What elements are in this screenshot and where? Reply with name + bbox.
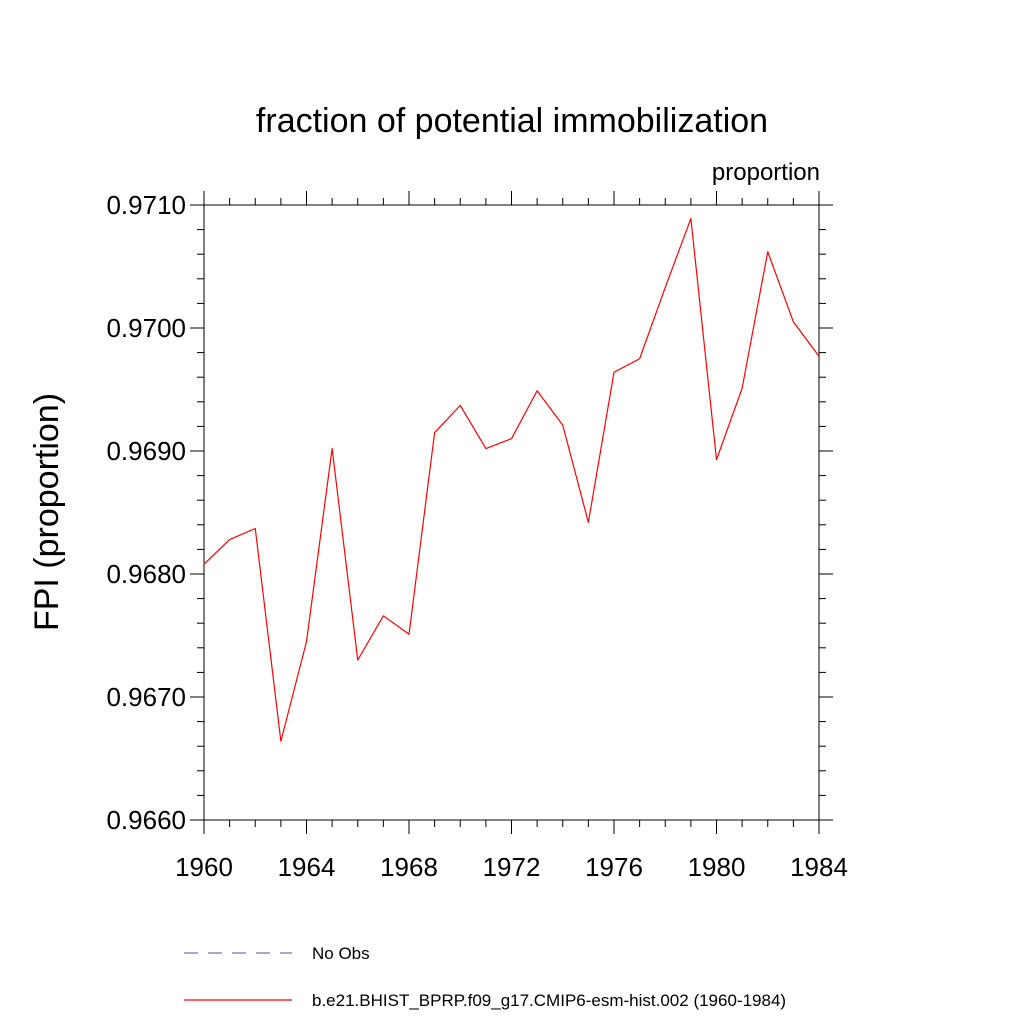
series-line [203,217,820,742]
legend: No Obs b.e21.BHIST_BPRP.f09_g17.CMIP6-esm… [184,944,786,1010]
x-tick-label: 1964 [278,852,336,882]
y-tick-label: 0.9710 [106,190,186,220]
legend-label: b.e21.BHIST_BPRP.f09_g17.CMIP6-esm-hist.… [312,991,786,1010]
x-tick-label: 1984 [790,852,848,882]
y-tick-label: 0.9670 [106,682,186,712]
chart-title: fraction of potential immobilization [256,102,768,140]
y-tick-label: 0.9680 [106,559,186,589]
axis-tick-labels: 1960 1964 1968 1972 1976 1980 1984 0.9660 0.9670… [106,190,847,882]
x-tick-label: 1960 [175,852,233,882]
series-group [203,217,820,742]
plot-frame [203,204,820,821]
legend-label: No Obs [312,944,370,963]
x-tick-label: 1980 [688,852,746,882]
y-tick-label: 0.9690 [106,436,186,466]
x-tick-label: 1972 [483,852,541,882]
y-tick-label: 0.9700 [106,313,186,343]
y-tick-label: 0.9660 [106,805,186,835]
axis-ticks [190,191,833,834]
x-tick-label: 1968 [380,852,438,882]
y-axis-label: FPI (proportion) [28,393,66,631]
x-tick-label: 1976 [585,852,643,882]
chart-subtitle: proportion [712,159,820,186]
